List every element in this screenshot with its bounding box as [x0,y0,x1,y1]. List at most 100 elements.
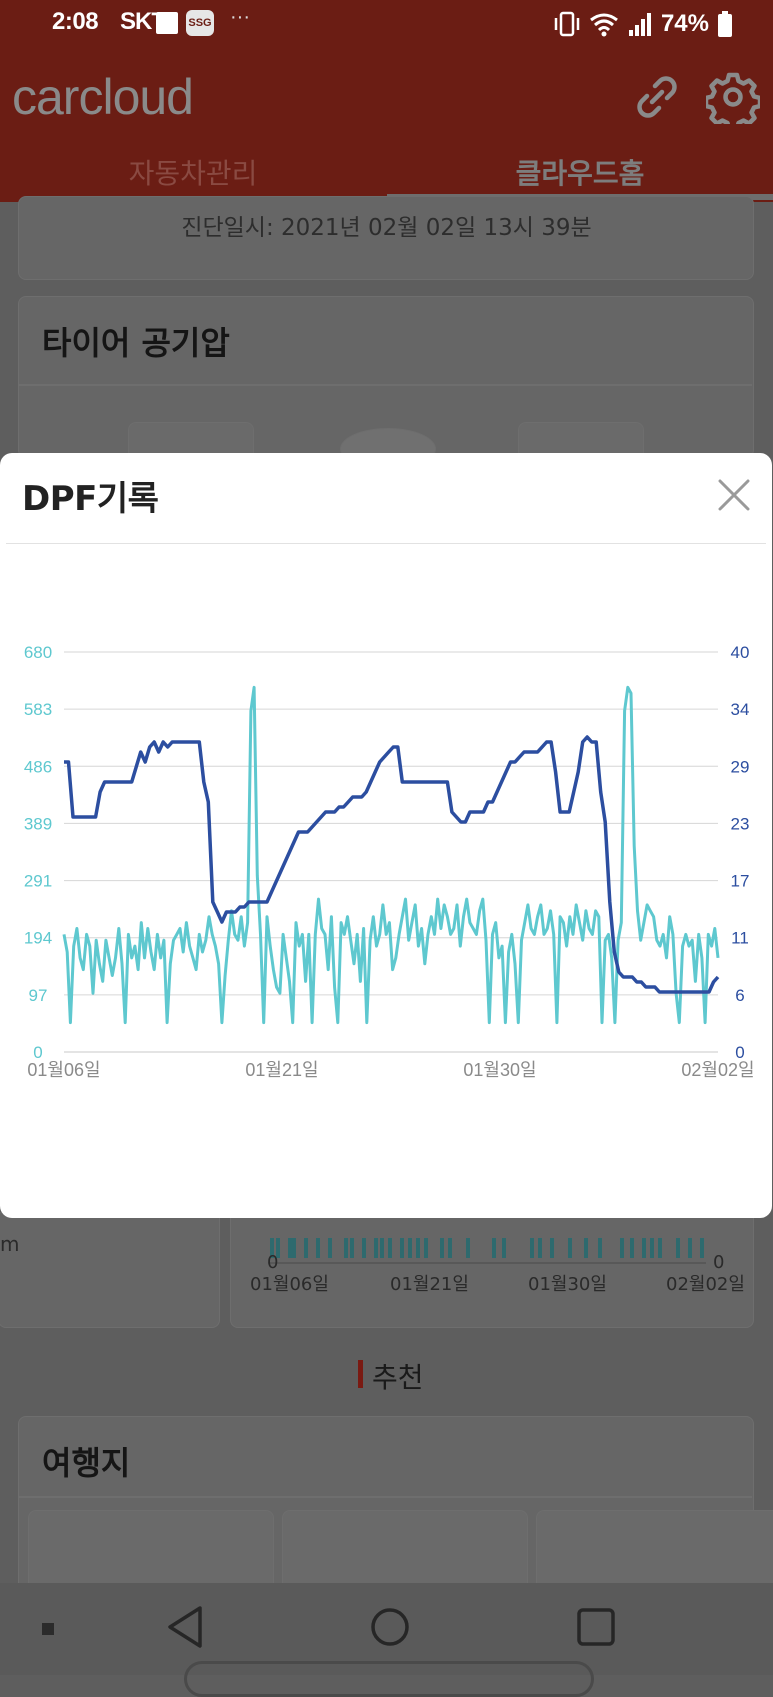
mini-bar [530,1238,534,1258]
series-line-right-axis [64,735,720,994]
mini-bar [270,1238,274,1258]
mini-bar [466,1238,470,1258]
y-right-tick-label: 34 [731,700,750,719]
y-left-tick-label: 389 [24,814,52,833]
unit-fragment: m [0,1232,20,1256]
mini-bar [492,1238,496,1258]
mini-bar [502,1238,506,1258]
mini-bar [538,1238,542,1258]
status-time: 2:08 [52,8,99,35]
y-right-tick-label: 17 [731,872,750,891]
mini-bar [700,1238,704,1258]
series-line-left-axis [62,685,720,1025]
travel-title: 여행지 [42,1444,131,1482]
travel-thumb-2[interactable] [282,1510,528,1592]
travel-thumb-3[interactable] [536,1510,773,1592]
x-tick-label: 01월21일 [245,1060,318,1080]
mini-bar [658,1238,662,1258]
mini-bar [550,1238,554,1258]
y-right-tick-label: 23 [731,814,750,833]
mini-bar [304,1238,308,1258]
mini-bar [350,1238,354,1258]
x-tick-label: 02월02일 [681,1060,754,1080]
y-left-tick-label: 486 [24,757,52,776]
mini-bar [440,1238,444,1258]
recent-apps-icon[interactable] [576,1607,616,1647]
system-nav-bar [0,1583,773,1697]
x-tick-label: 01월06일 [27,1060,100,1080]
status-bar: 2:08 SKT SSG ··· 74% [0,0,773,48]
y-right-tick-label: 6 [735,986,744,1005]
tab-cloud-home[interactable]: 클라우드홈 [515,157,645,190]
signal-icon [628,13,651,36]
battery-percent: 74% [660,10,709,37]
tire-pressure-title: 타이어 공기압 [42,324,230,362]
app-logo: carcloud [12,69,194,125]
mini-bar [288,1238,292,1258]
back-icon[interactable] [166,1605,204,1649]
mini-bar [400,1238,404,1258]
modal-title: DPF기록 [22,479,159,519]
home-icon[interactable] [370,1607,410,1647]
y-right-tick-label: 11 [731,929,749,948]
mini-bar [676,1238,680,1258]
recommend-heading: 추천 [372,1361,424,1394]
mini-bar [276,1238,280,1258]
dot-icon [42,1623,54,1635]
mini-bar [448,1238,452,1258]
mini-bar [620,1238,624,1258]
mini-bar [650,1238,654,1258]
mini-x-tick: 01월21일 [390,1274,469,1295]
mini-bar [328,1238,332,1258]
overflow-indicator: ··· [230,6,250,28]
mini-bar [688,1238,692,1258]
x-tick-label: 01월30일 [463,1060,536,1080]
app-bar: carcloud 자동차관리 클라우드홈 [0,48,773,202]
vibrate-icon [554,11,580,37]
battery-icon [718,11,732,37]
mini-bar [642,1238,646,1258]
mini-bar [408,1238,412,1258]
mini-bar [388,1238,392,1258]
link-icon[interactable] [630,70,684,124]
mini-bar [344,1238,348,1258]
mini-bar [630,1238,634,1258]
mini-bar [362,1238,366,1258]
mini-x-tick: 02월02일 [666,1274,745,1295]
mini-bar [292,1238,296,1258]
mini-bar [424,1238,428,1258]
travel-thumb-1[interactable] [28,1510,274,1592]
wifi-icon [590,13,618,37]
y-left-tick-label: 680 [24,643,52,662]
dpf-history-modal: DPF기록 0 0 97 6 194 11 291 17 389 23 486 29 583 34 680 4… [0,453,772,1218]
close-icon[interactable] [714,475,754,515]
left-mini-card [0,1210,220,1328]
mini-left-zero: 0 [267,1252,279,1273]
mini-bar [380,1238,384,1258]
tab-car-management[interactable]: 자동차관리 [128,157,258,190]
diagnosis-card [18,196,754,280]
diagnosis-date: 진단일시: 2021년 02월 02일 13시 39분 [181,215,592,241]
y-left-tick-label: 194 [24,929,52,948]
card-divider [18,1496,752,1498]
modal-divider [6,543,766,544]
mini-bar [416,1238,420,1258]
recommend-marker [358,1360,363,1388]
mini-bar [598,1238,602,1258]
status-icons: 74% [553,8,733,40]
gesture-handle [184,1661,594,1697]
gear-icon[interactable] [706,70,760,124]
mini-right-zero: 0 [713,1252,725,1273]
y-left-tick-label: 291 [24,872,52,891]
mini-bar [374,1238,378,1258]
y-right-tick-label: 40 [731,643,750,662]
card-divider [18,384,752,386]
dpf-line-chart: 0 0 97 6 194 11 291 17 389 23 486 29 583 34 680 40 01월06… [24,643,755,1080]
mini-x-tick: 01월30일 [528,1274,607,1295]
mini-bar-chart [268,1238,706,1264]
y-left-tick-label: 97 [29,986,48,1005]
ssg-badge: SSG [186,10,214,36]
mini-bar [568,1238,572,1258]
note-icon [156,12,178,34]
y-right-tick-label: 29 [731,757,750,776]
